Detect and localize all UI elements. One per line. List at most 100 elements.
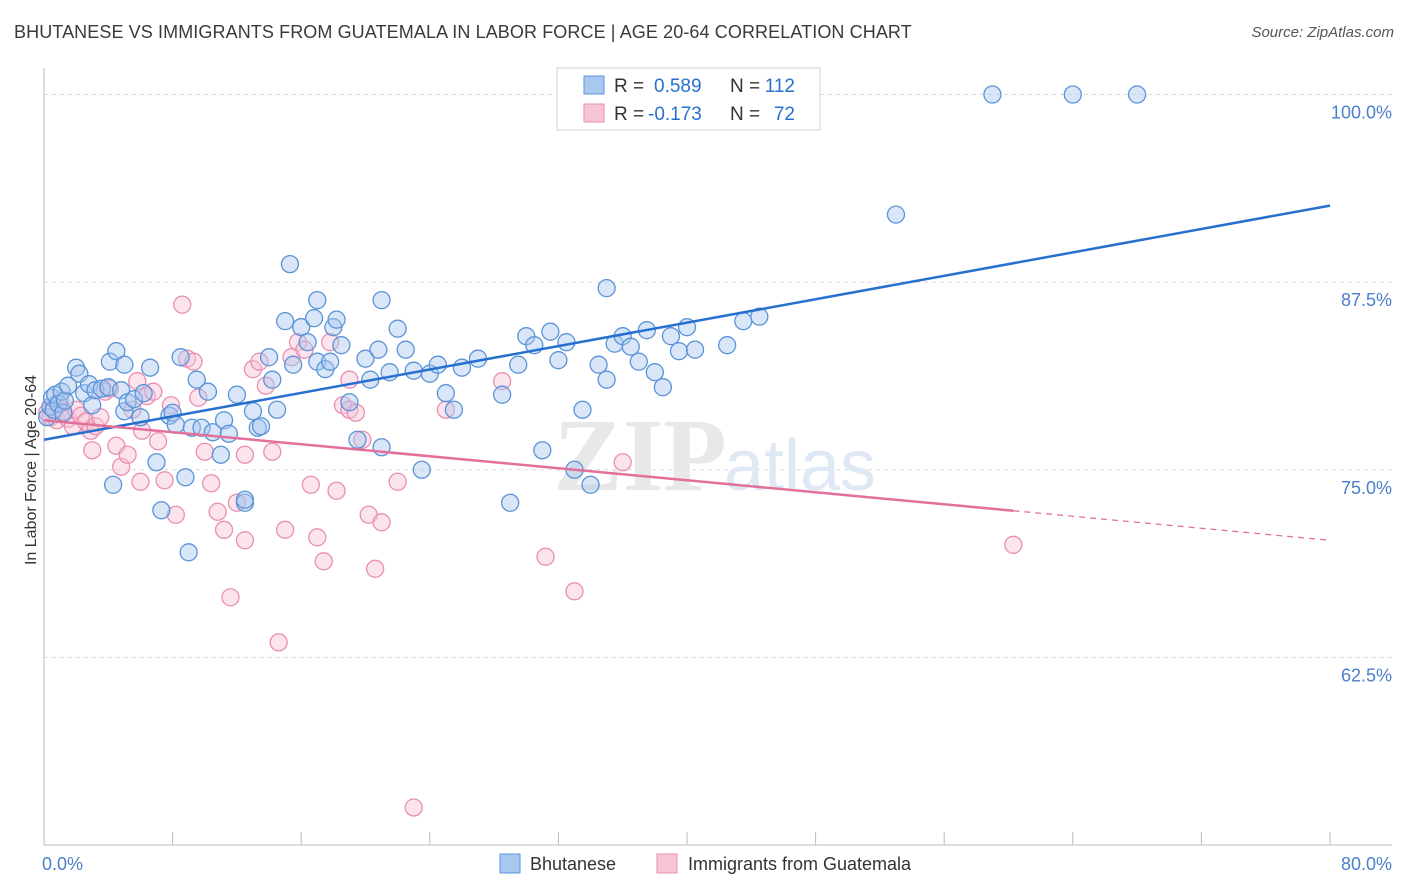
guatemala-point-46 (288, 333, 308, 352)
guatemala-point-27 (166, 505, 185, 524)
x-tick-labels: 0.0% 80.0% (42, 854, 1392, 874)
watermark-atlas: atlas (724, 426, 876, 506)
bhutanese-point-32 (171, 348, 190, 367)
legend-n-value-blue: 112 (765, 76, 795, 97)
bhutanese-point-83 (533, 441, 552, 460)
bhutanese-point-19 (107, 342, 126, 361)
watermark: ZIP atlas (553, 398, 876, 513)
bhutanese-point-28 (152, 501, 171, 520)
guatemala-point-18 (118, 445, 137, 464)
trend-line-bhutanese (43, 204, 1331, 441)
bhutanese-point-63 (356, 349, 375, 368)
guatemala-point-68 (235, 445, 255, 464)
legend-n-value-pink: 72 (774, 104, 795, 125)
bhutanese-point-112 (1127, 85, 1147, 104)
guatemala-point-61 (404, 798, 423, 817)
guatemala-point-24 (148, 432, 168, 451)
bhutanese-point-111 (1063, 85, 1082, 104)
guatemala-point-40 (250, 352, 269, 371)
legend-r-label-blue: R = (614, 76, 644, 97)
legend-swatch-pink (583, 103, 605, 123)
guatemala-point-52 (327, 481, 346, 500)
legend-r-value-pink: -0.173 (648, 104, 702, 125)
bhutanese-point-25 (134, 384, 153, 403)
legend-bottom-swatch-pink (656, 853, 678, 874)
legend-bottom-label-pink: Immigrants from Guatemala (688, 854, 912, 874)
bhutanese-point-8 (55, 391, 75, 410)
bhutanese-point-84 (541, 322, 560, 341)
bhutanese-point-91 (597, 370, 616, 389)
bhutanese-point-51 (284, 355, 303, 374)
bhutanese-point-73 (428, 355, 447, 374)
bhutanese-point-48 (263, 370, 282, 389)
guatemala-point-38 (235, 531, 255, 550)
bhutanese-point-116 (103, 475, 123, 494)
legend-swatch-blue (583, 75, 605, 95)
bhutanese-point-36 (192, 418, 211, 437)
bhutanese-point-46 (251, 417, 271, 436)
bhutanese-point-16 (92, 379, 112, 398)
bhutanese-point-14 (83, 396, 102, 415)
y-tick-labels: 62.5% 75.0% 87.5% 100.0% (1331, 103, 1392, 686)
bhutanese-point-57 (320, 352, 340, 371)
guatemala-point-39 (243, 360, 263, 379)
bhutanese-point-31 (166, 415, 185, 434)
guatemala-point-35 (214, 520, 234, 539)
y-tick-label-2: 87.5% (1341, 290, 1392, 310)
bhutanese-point-44 (243, 402, 263, 421)
bhutanese-point-50 (275, 312, 295, 331)
bhutanese-point-102 (685, 340, 705, 359)
legend-bottom-swatch-blue (499, 853, 521, 874)
y-tick-label-1: 75.0% (1341, 478, 1392, 498)
legend-r-value-blue: 0.589 (654, 76, 702, 97)
bhutanese-point-104 (734, 312, 753, 331)
bhutanese-point-86 (557, 333, 576, 352)
bhutanese-point-75 (444, 400, 464, 419)
legend-n-label-pink: N = (730, 104, 760, 125)
guatemala-point-49 (308, 528, 327, 547)
bhutanese-point-53 (298, 333, 317, 352)
guatemala-point-60 (388, 472, 407, 491)
guatemala-point-56 (353, 430, 372, 449)
bhutanese-point-109 (886, 205, 906, 224)
guatemala-point-48 (301, 475, 320, 494)
legend-r-label-pink: R = (614, 104, 644, 125)
series-guatemala-points (38, 295, 1023, 817)
y-tick-label-3: 100.0% (1331, 103, 1392, 123)
bhutanese-point-98 (653, 378, 673, 397)
guatemala-point-31 (189, 388, 208, 407)
bhutanese-point-100 (669, 342, 689, 361)
legend-series: Bhutanese Immigrants from Guatemala (499, 853, 912, 874)
guatemala-point-36 (221, 588, 240, 607)
guatemala-point-50 (314, 552, 333, 571)
bhutanese-point-107 (280, 254, 300, 274)
guatemala-point-10 (76, 412, 95, 431)
guatemala-point-65 (565, 582, 584, 601)
axes (43, 68, 1392, 846)
bhutanese-point-42 (227, 385, 247, 404)
bhutanese-point-35 (187, 370, 206, 389)
chart-title: BHUTANESE VS IMMIGRANTS FROM GUATEMALA I… (14, 22, 912, 42)
bhutanese-point-78 (492, 385, 512, 404)
bhutanese-point-54 (304, 309, 324, 328)
bhutanese-point-97 (645, 363, 664, 382)
guatemala-point-59 (372, 513, 391, 532)
bhutanese-point-71 (412, 460, 431, 479)
trend-line-guatemala-extrapolated (1013, 510, 1331, 541)
bhutanese-point-95 (629, 352, 648, 371)
bhutanese-point-62 (348, 430, 367, 449)
trend-line-guatemala (43, 418, 1014, 512)
bhutanese-point-94 (621, 337, 640, 356)
guatemala-point-43 (269, 633, 288, 652)
bhutanese-point-59 (327, 310, 346, 329)
bhutanese-point-90 (589, 355, 608, 374)
bhutanese-point-79 (501, 493, 520, 512)
bhutanese-point-88 (573, 400, 592, 419)
guatemala-point-63 (492, 372, 512, 391)
bhutanese-point-49 (267, 400, 287, 419)
legend-stats: R = 0.589 N = 112 R = -0.173 N = 72 (556, 67, 821, 131)
watermark-zip: ZIP (553, 398, 726, 513)
guatemala-point-64 (536, 547, 555, 566)
guatemala-point-25 (155, 471, 174, 490)
